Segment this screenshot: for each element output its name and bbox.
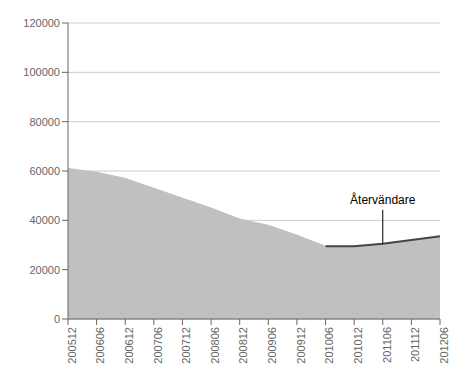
- svg-text:0: 0: [54, 313, 60, 325]
- svg-text:200806: 200806: [209, 327, 221, 364]
- svg-text:200706: 200706: [152, 327, 164, 364]
- svg-text:200512: 200512: [66, 327, 78, 364]
- svg-text:80000: 80000: [29, 116, 60, 128]
- svg-text:200606: 200606: [94, 327, 106, 364]
- svg-text:200912: 200912: [295, 327, 307, 364]
- svg-text:120000: 120000: [23, 17, 60, 29]
- svg-text:20000: 20000: [29, 264, 60, 276]
- svg-text:40000: 40000: [29, 214, 60, 226]
- svg-text:201206: 201206: [438, 327, 450, 364]
- svg-text:201106: 201106: [381, 327, 393, 363]
- svg-text:201012: 201012: [352, 327, 364, 364]
- svg-text:201006: 201006: [323, 327, 335, 364]
- svg-text:Återvändare: Återvändare: [350, 192, 416, 207]
- svg-text:201112: 201112: [409, 327, 421, 362]
- svg-text:100000: 100000: [23, 66, 60, 78]
- svg-text:200712: 200712: [180, 327, 192, 364]
- svg-text:60000: 60000: [29, 165, 60, 177]
- svg-text:200612: 200612: [123, 327, 135, 364]
- svg-text:200906: 200906: [266, 327, 278, 364]
- svg-text:200812: 200812: [238, 327, 250, 364]
